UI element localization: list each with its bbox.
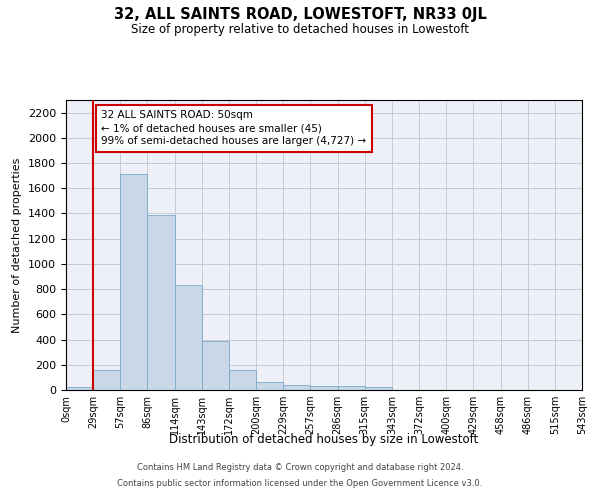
Bar <box>202 342 229 390</box>
Bar <box>256 382 283 390</box>
Bar <box>148 214 175 390</box>
Bar <box>121 174 148 390</box>
Bar <box>338 386 365 390</box>
Bar <box>229 370 256 390</box>
Text: Contains public sector information licensed under the Open Government Licence v3: Contains public sector information licen… <box>118 478 482 488</box>
Text: Contains HM Land Registry data © Crown copyright and database right 2024.: Contains HM Land Registry data © Crown c… <box>137 464 463 472</box>
Y-axis label: Number of detached properties: Number of detached properties <box>13 158 22 332</box>
Bar <box>66 388 93 390</box>
Bar <box>365 388 392 390</box>
Text: 32 ALL SAINTS ROAD: 50sqm
← 1% of detached houses are smaller (45)
99% of semi-d: 32 ALL SAINTS ROAD: 50sqm ← 1% of detach… <box>101 110 367 146</box>
Bar <box>93 370 121 390</box>
Text: Size of property relative to detached houses in Lowestoft: Size of property relative to detached ho… <box>131 22 469 36</box>
Bar <box>283 385 310 390</box>
Text: Distribution of detached houses by size in Lowestoft: Distribution of detached houses by size … <box>169 432 479 446</box>
Bar <box>175 286 202 390</box>
Bar <box>310 386 338 390</box>
Text: 32, ALL SAINTS ROAD, LOWESTOFT, NR33 0JL: 32, ALL SAINTS ROAD, LOWESTOFT, NR33 0JL <box>113 8 487 22</box>
